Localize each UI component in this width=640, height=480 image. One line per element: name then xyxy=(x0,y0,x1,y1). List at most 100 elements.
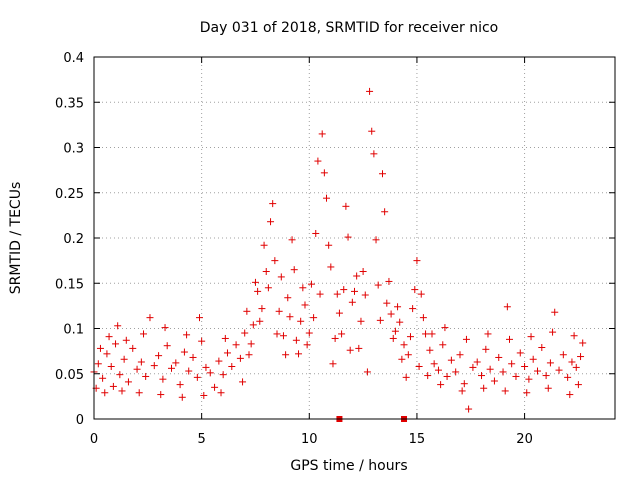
data-point xyxy=(105,333,113,341)
data-point xyxy=(458,387,466,395)
data-point xyxy=(251,278,259,286)
data-point xyxy=(381,208,389,216)
data-point xyxy=(211,383,219,391)
data-points xyxy=(90,87,587,422)
data-point xyxy=(118,387,126,395)
data-point xyxy=(460,380,468,388)
data-point xyxy=(574,381,582,389)
data-point xyxy=(506,335,514,343)
data-point xyxy=(189,353,197,361)
data-point xyxy=(327,263,335,271)
data-point xyxy=(299,284,307,292)
data-point xyxy=(325,241,333,249)
data-point xyxy=(469,363,477,371)
data-point xyxy=(112,340,120,348)
axis-ticks: 0 0.05 0.1 0.15 0.2 0.25 0.3 0.35 0.4 0 5 10 15 20 xyxy=(55,51,615,447)
data-point xyxy=(525,375,533,383)
data-point xyxy=(262,267,270,275)
data-point xyxy=(542,372,550,380)
data-point xyxy=(495,353,503,361)
data-point xyxy=(344,233,352,241)
data-point xyxy=(146,314,154,322)
data-point xyxy=(447,356,455,364)
data-point xyxy=(269,200,277,208)
data-point xyxy=(236,354,244,362)
data-point xyxy=(544,384,552,392)
y-tick-label: 0.1 xyxy=(63,323,84,338)
data-point xyxy=(140,330,148,338)
data-point xyxy=(346,346,354,354)
data-point xyxy=(564,373,572,381)
data-point xyxy=(195,314,203,322)
data-point xyxy=(413,257,421,265)
y-tick-label: 0.3 xyxy=(63,142,84,157)
data-point xyxy=(335,309,343,317)
data-point xyxy=(200,391,208,399)
data-point xyxy=(137,358,145,366)
data-point xyxy=(129,344,137,352)
data-point xyxy=(215,357,223,365)
data-point xyxy=(383,299,391,307)
data-point xyxy=(551,308,559,316)
data-point xyxy=(357,317,365,325)
data-point xyxy=(572,363,580,371)
data-point xyxy=(417,290,425,298)
data-point xyxy=(185,367,193,375)
data-point xyxy=(546,359,554,367)
data-point xyxy=(256,317,264,325)
y-tick-label: 0 xyxy=(76,413,84,428)
data-point xyxy=(348,298,356,306)
data-point xyxy=(570,332,578,340)
data-point xyxy=(150,362,158,370)
data-point xyxy=(484,330,492,338)
data-point xyxy=(249,321,257,329)
data-point xyxy=(437,381,445,389)
data-point xyxy=(228,363,236,371)
data-point xyxy=(559,351,567,359)
data-point xyxy=(512,372,520,380)
data-point xyxy=(161,324,169,332)
data-point xyxy=(426,346,434,354)
data-point xyxy=(122,336,130,344)
data-point xyxy=(430,360,438,368)
data-point xyxy=(295,350,303,358)
data-point xyxy=(101,389,109,397)
data-point xyxy=(260,241,268,249)
data-point xyxy=(282,351,290,359)
data-point xyxy=(94,360,102,368)
data-point xyxy=(305,329,313,337)
data-point xyxy=(247,340,255,348)
data-point xyxy=(566,391,574,399)
data-point xyxy=(178,393,186,401)
data-point xyxy=(508,360,516,368)
y-tick-label: 0.15 xyxy=(55,277,84,292)
data-point xyxy=(490,377,498,385)
data-point xyxy=(292,336,300,344)
x-axis-label: GPS time / hours xyxy=(290,458,407,474)
data-point xyxy=(307,280,315,288)
data-point xyxy=(376,316,384,324)
data-point xyxy=(374,281,382,289)
data-point xyxy=(404,351,412,359)
data-point xyxy=(155,352,163,360)
data-point xyxy=(516,349,524,357)
data-point xyxy=(428,330,436,338)
data-point xyxy=(316,290,324,298)
y-axis-label: SRMTID / TECUs xyxy=(8,182,24,295)
data-point xyxy=(223,349,231,357)
data-point xyxy=(366,87,374,95)
y-tick-label: 0.2 xyxy=(63,232,84,247)
x-tick-label: 20 xyxy=(516,432,533,447)
data-point xyxy=(533,367,541,375)
data-point xyxy=(406,333,414,341)
y-tick-label: 0.4 xyxy=(63,51,84,66)
data-point xyxy=(400,341,408,349)
data-point xyxy=(303,341,311,349)
data-point xyxy=(314,157,322,165)
data-point xyxy=(415,363,423,371)
data-point xyxy=(120,355,128,363)
data-point xyxy=(290,266,298,274)
data-point xyxy=(342,202,350,210)
y-tick-label: 0.05 xyxy=(55,368,84,383)
data-point xyxy=(286,313,294,321)
